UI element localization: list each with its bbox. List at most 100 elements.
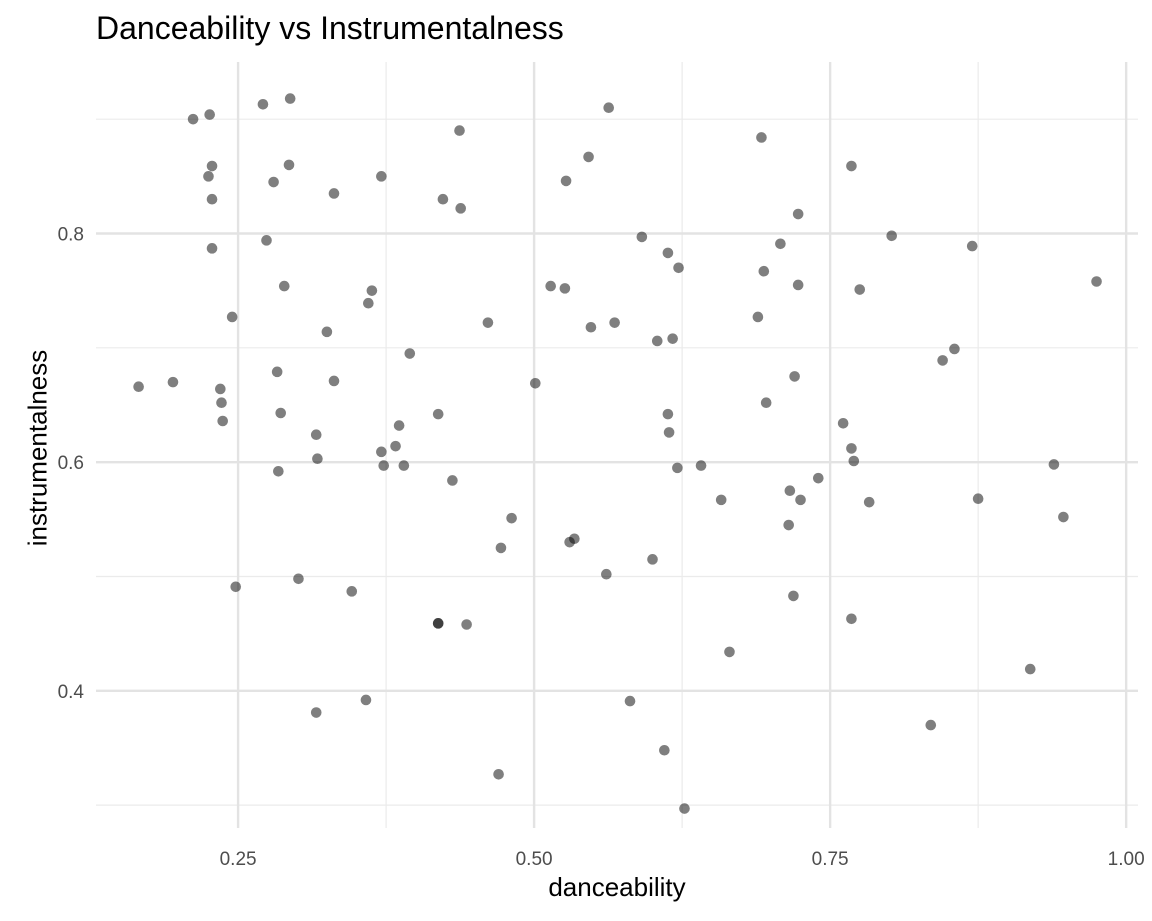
data-point	[506, 512, 517, 524]
data-point	[283, 159, 295, 171]
data-point	[545, 280, 556, 292]
data-point	[788, 590, 799, 602]
data-point	[268, 176, 279, 188]
data-point	[812, 472, 824, 484]
data-point	[376, 171, 387, 182]
data-point	[624, 695, 636, 707]
data-point	[432, 408, 444, 420]
data-point	[493, 768, 504, 780]
data-point	[789, 371, 800, 382]
data-point	[564, 536, 575, 548]
data-point	[432, 618, 444, 629]
data-point	[328, 375, 340, 387]
data-point	[715, 494, 727, 506]
data-point	[1024, 663, 1036, 675]
data-point	[376, 446, 387, 458]
data-point	[609, 317, 620, 328]
data-point	[398, 460, 410, 471]
data-point	[848, 455, 860, 467]
data-point	[854, 284, 866, 295]
data-point	[187, 113, 199, 125]
data-point	[1058, 511, 1069, 523]
data-point	[949, 343, 960, 355]
data-point	[662, 408, 674, 420]
data-point	[1091, 276, 1102, 287]
data-point	[667, 333, 678, 344]
data-point	[783, 519, 794, 531]
data-point	[310, 707, 322, 718]
data-point	[972, 493, 984, 505]
data-point	[756, 132, 767, 143]
data-point	[206, 243, 218, 254]
data-point	[601, 568, 612, 580]
y-tick-label: 0.6	[58, 453, 84, 474]
data-point	[792, 279, 804, 291]
data-point	[760, 397, 772, 408]
data-point	[529, 377, 541, 389]
data-point	[636, 231, 648, 243]
data-point	[795, 494, 806, 506]
y-tick-label: 0.4	[58, 682, 85, 703]
data-point	[206, 160, 218, 172]
data-point	[390, 440, 401, 452]
data-point	[360, 694, 372, 706]
chart-title: Danceability vs Instrumentalness	[96, 10, 564, 46]
data-point	[216, 397, 227, 408]
data-point	[679, 803, 690, 814]
data-point	[204, 109, 215, 120]
data-point	[560, 175, 572, 187]
data-point	[366, 285, 378, 296]
minor-gridlines	[96, 62, 1138, 828]
data-point	[346, 586, 358, 597]
data-points	[133, 93, 1102, 814]
data-point	[673, 262, 684, 274]
data-point	[583, 151, 594, 163]
y-tick-label: 0.8	[58, 224, 84, 245]
data-point	[437, 193, 449, 205]
data-point	[863, 496, 875, 508]
x-tick-label: 0.75	[812, 849, 849, 870]
data-point	[792, 208, 804, 220]
data-point	[461, 619, 472, 630]
data-point	[559, 283, 571, 294]
data-point	[215, 383, 226, 395]
data-point	[328, 188, 340, 199]
y-axis-tick-labels: 0.4 0.6 0.8	[58, 224, 85, 702]
data-point	[846, 613, 857, 625]
data-point	[846, 160, 857, 172]
data-point	[775, 238, 786, 250]
x-tick-label: 0.50	[516, 849, 553, 870]
data-point	[310, 429, 322, 441]
data-point	[886, 230, 898, 242]
data-point	[273, 465, 284, 477]
data-point	[695, 460, 707, 471]
data-point	[321, 326, 333, 338]
data-point	[275, 407, 287, 419]
data-point	[495, 542, 507, 554]
y-axis-title: instrumentalness	[22, 349, 53, 547]
data-point	[226, 311, 238, 323]
data-point	[937, 355, 948, 366]
data-point	[206, 193, 218, 205]
data-point	[363, 297, 374, 309]
data-point	[925, 719, 937, 731]
data-point	[846, 443, 857, 454]
data-point	[672, 462, 683, 474]
x-axis-title: danceability	[548, 872, 686, 902]
data-point	[724, 646, 735, 658]
data-point	[482, 317, 494, 328]
data-point	[454, 125, 465, 136]
data-point	[167, 376, 179, 388]
data-point	[261, 235, 272, 246]
data-point	[659, 744, 670, 756]
data-point	[663, 427, 675, 438]
data-point	[455, 203, 467, 214]
data-point	[217, 415, 228, 427]
data-point	[257, 99, 269, 110]
data-point	[647, 554, 658, 565]
data-point	[752, 311, 764, 323]
data-point	[585, 321, 597, 333]
data-point	[662, 247, 674, 259]
x-axis-tick-labels: 0.25 0.50 0.75 1.00	[220, 849, 1145, 870]
